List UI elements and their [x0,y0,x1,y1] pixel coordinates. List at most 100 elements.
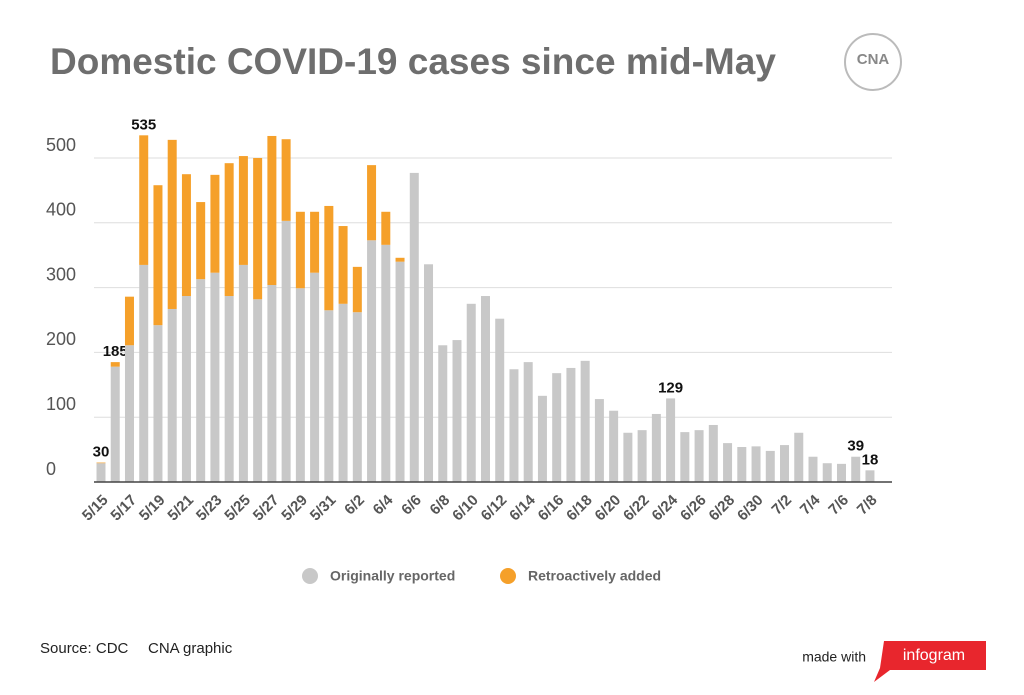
bar-segment [566,367,576,482]
value-label: 30 [93,444,110,461]
bar-segment [181,174,191,297]
x-tick-label: 7/2 [768,492,795,519]
bar-segment [765,450,775,482]
bar-segment [310,211,320,273]
x-tick-label: 6/24 [649,491,682,524]
x-tick-label: 7/8 [854,492,881,519]
bar-segment [224,163,234,297]
bar-segment [224,296,234,482]
bar-segment [466,303,476,482]
y-tick-label: 400 [46,200,76,220]
legend-label: Originally reported [330,568,455,584]
x-tick-label: 6/30 [734,492,767,525]
x-tick-label: 6/6 [398,492,425,519]
x-tick-label: 5/25 [221,492,254,525]
bar-segment [324,310,334,482]
bar-segment [196,279,206,482]
brand-badge [874,641,986,682]
bar-segment [594,399,604,482]
bar-segment [666,398,676,482]
bar-segment [96,462,106,464]
value-label: 535 [131,116,156,133]
bar-segment [836,463,846,482]
bar-segment [96,463,106,482]
bar-segment [295,288,305,482]
bar-segment [338,303,348,482]
bar-segment [708,424,718,482]
bar-segment [780,445,790,482]
bar-segment [124,345,134,482]
brand: infogram [903,647,965,664]
bar-segment [409,172,419,483]
bar-segment [324,205,334,311]
bar-segment [310,272,320,482]
bar-segment [452,340,462,482]
bar-segment [196,202,206,280]
bar-segment [609,410,619,482]
y-tick-label: 300 [46,264,76,284]
value-label: 18 [862,451,879,468]
x-tick-label: 6/26 [677,492,710,525]
x-tick-label: 6/28 [706,492,739,525]
bar-segment [181,296,191,482]
x-tick-label: 6/4 [370,491,397,518]
bar-segment [851,456,861,482]
bar-segment [253,158,263,300]
x-tick-label: 5/23 [193,492,226,525]
bar-segment [680,432,690,482]
bar-segment [267,285,277,482]
bar-segment [737,447,747,482]
bar-segment [552,373,562,482]
x-tick-label: 6/20 [592,492,625,525]
bar-segment [509,369,519,482]
bar-segment [808,456,818,482]
bar-segment [238,264,248,482]
bar-segment [794,432,804,482]
bar-segment [167,308,177,482]
bar-segment [723,443,733,482]
bar-segment [438,345,448,482]
bar-segment [395,261,405,482]
legend-label: Retroactively added [528,568,661,584]
bar-segment [210,272,220,482]
bar-segment [338,226,348,304]
value-label: 39 [847,438,864,455]
bar-segment [537,395,547,482]
bar-segment [367,240,377,482]
x-tick-label: 7/4 [797,491,824,518]
bar-segment [124,296,134,346]
bar-segment [651,413,661,482]
bar-segment [865,470,875,482]
logo-text: CNA [857,51,890,68]
x-tick-label: 6/14 [506,491,539,524]
bar-segment [139,264,149,482]
x-tick-label: 6/18 [563,492,596,525]
bar-segment [281,139,291,221]
x-tick-label: 6/10 [449,492,482,525]
bar-segment [352,312,362,482]
legend-swatch [302,568,318,584]
bar-segment [253,299,263,482]
x-tick-label: 5/17 [107,492,140,525]
x-tick-label: 5/27 [250,492,283,525]
bar-segment [139,135,149,265]
source: Source: CDC [40,640,129,657]
x-tick-label: 5/15 [79,492,112,525]
bar-segment [694,430,704,482]
bar-segment [580,360,590,482]
legend-swatch [500,568,516,584]
bar-segment [395,257,405,262]
y-tick-label: 200 [46,329,76,349]
bar-segment [623,432,633,482]
bar-segment [424,264,434,482]
bar-segment [352,266,362,313]
x-tick-label: 5/31 [307,492,340,525]
bar-segment [167,139,177,309]
made-with: made with [802,649,866,665]
y-tick-label: 0 [46,459,56,479]
bar-segment [153,325,163,482]
bar-segment [153,185,163,326]
bar-segment [523,362,533,482]
bar-segment [281,220,291,482]
value-label: 129 [658,379,683,396]
